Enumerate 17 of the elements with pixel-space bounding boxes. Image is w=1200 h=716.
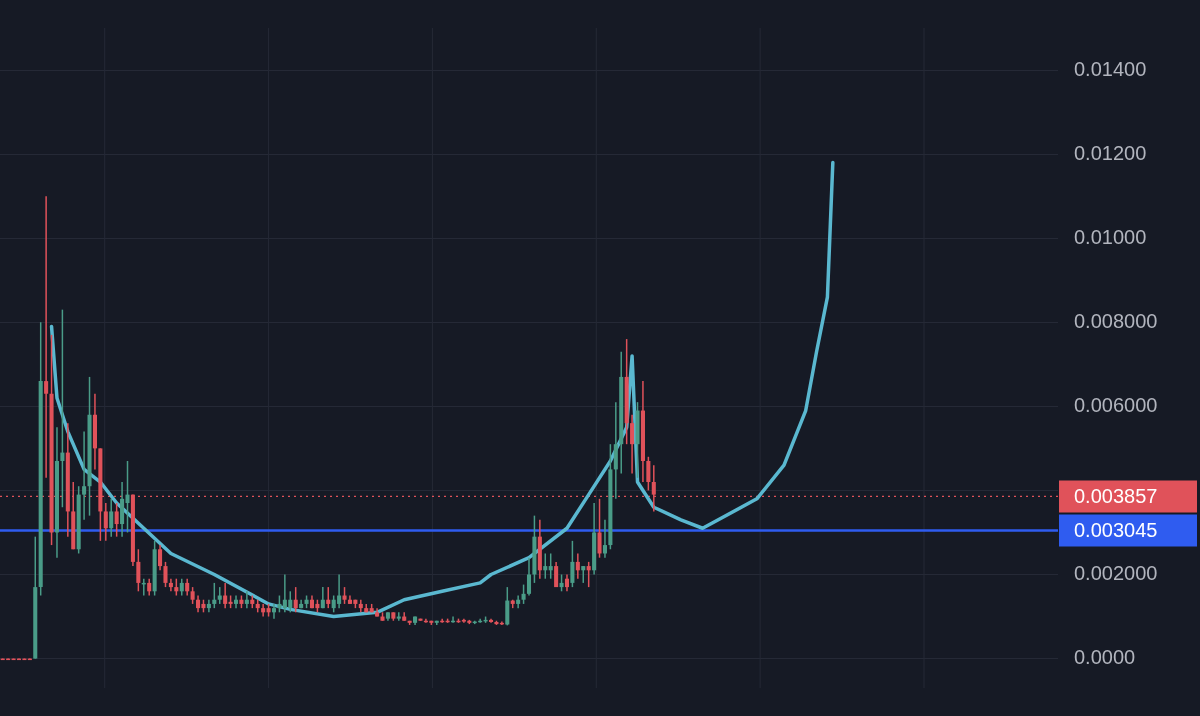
y-tick-label: 0.01000: [1074, 225, 1147, 248]
ref-line-label: 0.003857: [1074, 484, 1158, 507]
candlestick: [602, 519, 607, 558]
y-tick-label: 0.006000: [1074, 393, 1158, 416]
candlestick: [575, 553, 580, 579]
candlestick: [271, 603, 277, 619]
candlestick: [613, 402, 618, 499]
y-tick-label: 0.0000: [1074, 646, 1136, 669]
y-tick-label: 0.008000: [1074, 309, 1158, 332]
y-tick-label: 0.002000: [1074, 562, 1158, 585]
candlestick: [82, 431, 87, 520]
ref-line-label: 0.003045: [1074, 519, 1158, 542]
y-tick-label: 0.01200: [1074, 141, 1147, 164]
y-tick-label: 0.01400: [1074, 57, 1147, 80]
candlestick: [44, 196, 49, 478]
candlestick: [261, 603, 266, 617]
candlestick: [244, 591, 249, 609]
